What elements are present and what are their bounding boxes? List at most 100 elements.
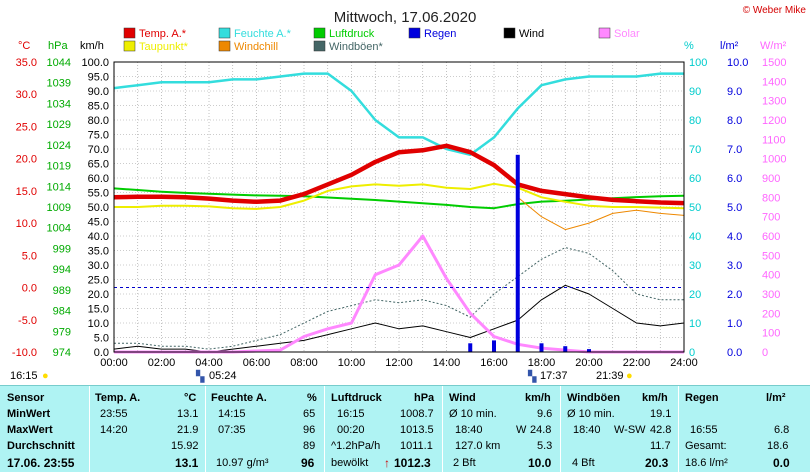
legend-swatch bbox=[123, 40, 136, 52]
rain-max-time: 16:55 bbox=[690, 424, 718, 436]
solar-tick-label: 200 bbox=[762, 308, 780, 320]
rain-tick-label: 4.0 bbox=[727, 231, 742, 243]
wind-header: Wind bbox=[449, 392, 476, 404]
stats-row-max: MaxWert bbox=[7, 424, 53, 436]
humidity-avg: 89 bbox=[303, 440, 316, 452]
series-windchill bbox=[517, 196, 685, 231]
solar-tick-label: 0 bbox=[762, 347, 768, 359]
temp-tick-label: 0.0 bbox=[22, 283, 37, 295]
rain-bar bbox=[563, 346, 568, 352]
copyright-label: © Weber Mike bbox=[742, 5, 806, 16]
humidity-tick-label: 90 bbox=[689, 86, 701, 98]
temp-tick-label: 10.0 bbox=[16, 218, 37, 230]
solar-tick-label: 900 bbox=[762, 173, 780, 185]
wind-tick-label: 0.0 bbox=[94, 347, 109, 359]
temp-max: 21.9 bbox=[177, 424, 199, 436]
sun-row: 16:15 ● ▚ 05:24 ▚ 17:37 21:39 ● bbox=[0, 368, 810, 384]
wind-tick-label: 5.0 bbox=[94, 333, 109, 345]
wind-unit: km/h bbox=[80, 40, 104, 52]
plot-frame bbox=[113, 61, 685, 353]
rain-tick-label: 3.0 bbox=[727, 260, 742, 272]
pressure-tick-label: 1004 bbox=[47, 223, 71, 235]
rain-tick-label: 6.0 bbox=[727, 173, 742, 185]
wind-tick-label: 25.0 bbox=[88, 275, 109, 287]
rain-bar bbox=[539, 343, 544, 352]
rain-tick-label: 5.0 bbox=[727, 202, 742, 214]
sunrise-time: 05:24 bbox=[209, 370, 237, 382]
solar-tick-label: 300 bbox=[762, 289, 780, 301]
rain-tick-label: 2.0 bbox=[727, 289, 742, 301]
pressure-unit-label: hPa bbox=[414, 392, 435, 404]
pressure-tick-label: 1044 bbox=[47, 57, 71, 69]
stats-row-avg: Durchschnitt bbox=[7, 440, 75, 452]
temp-tick-label: -5.0 bbox=[18, 315, 37, 327]
pressure-tick-label: 1039 bbox=[47, 78, 71, 90]
gust-avg10-label: Ø 10 min. bbox=[567, 408, 615, 420]
humidity-tick-label: 40 bbox=[689, 231, 701, 243]
legend-swatch bbox=[218, 27, 231, 39]
solar-tick-label: 1400 bbox=[762, 76, 786, 88]
x-tick-label: 00:00 bbox=[100, 357, 128, 368]
solar-tick-label: 1000 bbox=[762, 154, 786, 166]
rain-unit: l/m² bbox=[720, 40, 739, 52]
gust-bft: 4 Bft bbox=[572, 457, 595, 469]
weather-chart: Mittwoch, 17.06.2020 Temp. A.* Feuchte A.… bbox=[12, 9, 787, 368]
series-temp-a bbox=[113, 143, 685, 206]
gust-max-dir: W-SW bbox=[614, 424, 646, 436]
series-taupunkt bbox=[114, 182, 685, 210]
wind-tick-label: 15.0 bbox=[88, 304, 109, 316]
humidity-header: Feuchte A. bbox=[211, 392, 267, 404]
gust-header: Windböen bbox=[567, 392, 621, 404]
humidity-unit-label: % bbox=[307, 392, 317, 404]
rain-bar bbox=[587, 349, 591, 352]
pressure-trend-arrow: ↑ bbox=[384, 456, 390, 470]
wind-tick-label: 50.0 bbox=[88, 202, 109, 214]
humidity-current: 96 bbox=[301, 456, 315, 470]
x-tick-label: 08:00 bbox=[290, 357, 318, 368]
wind-avg: 5.3 bbox=[537, 440, 553, 452]
wind-tick-label: 95.0 bbox=[88, 72, 109, 84]
legend-label: Regen bbox=[424, 28, 456, 40]
humidity-min-time: 14:15 bbox=[218, 408, 246, 420]
x-tick-label: 22:00 bbox=[623, 357, 651, 368]
moon-time: 21:39 bbox=[596, 370, 624, 382]
solar-tick-label: 1300 bbox=[762, 96, 786, 108]
rain-current: 0.0 bbox=[773, 456, 790, 470]
humidity-max: 96 bbox=[303, 424, 316, 436]
series-feuchte-a bbox=[113, 72, 684, 157]
pressure-tick-label: 994 bbox=[53, 264, 71, 276]
wind-tick-label: 45.0 bbox=[88, 217, 109, 229]
temp-header: Temp. A. bbox=[95, 392, 141, 404]
wind-tick-label: 90.0 bbox=[88, 86, 109, 98]
wind-tick-label: 10.0 bbox=[88, 318, 109, 330]
solar-tick-label: 500 bbox=[762, 250, 780, 262]
solar-tick-label: 700 bbox=[762, 212, 780, 224]
humidity-unit: % bbox=[684, 40, 694, 52]
pressure-unit: hPa bbox=[48, 40, 68, 52]
pressure-tick-label: 989 bbox=[53, 285, 71, 297]
legend-swatch bbox=[313, 40, 326, 52]
temp-tick-label: 20.0 bbox=[16, 154, 37, 166]
legend-label: Windchill bbox=[234, 41, 278, 53]
gust-unit-label: km/h bbox=[642, 392, 668, 404]
humidity-min: 65 bbox=[303, 408, 316, 420]
sunset-icon: ▚ bbox=[528, 371, 537, 383]
rain-total: 18.6 bbox=[767, 440, 789, 452]
x-tick-label: 04:00 bbox=[195, 357, 223, 368]
stats-row-sensor: Sensor bbox=[7, 392, 45, 404]
wind-tick-label: 65.0 bbox=[88, 159, 109, 171]
wind-tick-label: 75.0 bbox=[88, 130, 109, 142]
legend-label: Windböen* bbox=[329, 41, 384, 53]
legend-label: Temp. A.* bbox=[139, 28, 187, 40]
temp-unit-label: °C bbox=[184, 392, 197, 404]
rain-tick-label: 9.0 bbox=[727, 86, 742, 98]
legend-swatch bbox=[123, 27, 136, 39]
x-tick-label: 18:00 bbox=[528, 357, 556, 368]
humidity-abs: 10.97 g/m³ bbox=[216, 457, 269, 469]
temp-tick-label: 30.0 bbox=[16, 89, 37, 101]
gust-max-time: 18:40 bbox=[573, 424, 601, 436]
pressure-tick-label: 1024 bbox=[47, 140, 71, 152]
pressure-tick-label: 974 bbox=[53, 347, 71, 359]
humidity-tick-label: 0 bbox=[689, 347, 695, 359]
x-tick-label: 10:00 bbox=[338, 357, 366, 368]
